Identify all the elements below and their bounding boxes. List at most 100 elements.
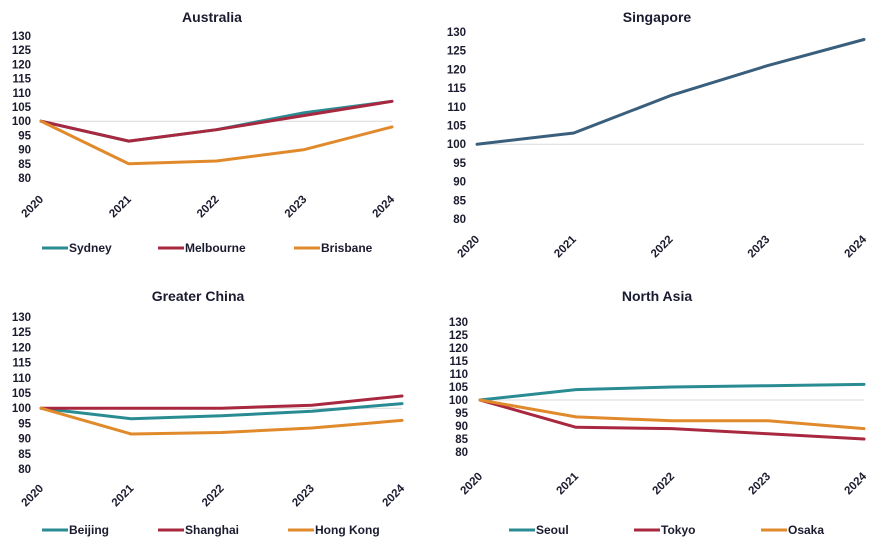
data-point xyxy=(669,94,672,97)
data-point xyxy=(39,407,43,410)
data-point xyxy=(766,419,770,422)
y-tick-label: 95 xyxy=(453,158,466,170)
x-tick-label: 2020 xyxy=(456,234,483,261)
x-tick-label: 2023 xyxy=(746,234,773,261)
legend-label: Tokyo xyxy=(661,523,695,537)
y-tick-label: 80 xyxy=(453,214,466,226)
data-point xyxy=(310,403,313,407)
data-point xyxy=(478,398,482,402)
y-tick-label: 120 xyxy=(12,59,31,71)
legend-label: Osaka xyxy=(788,523,824,537)
y-tick-label: 85 xyxy=(455,434,468,446)
data-point xyxy=(400,394,404,398)
y-tick-label: 120 xyxy=(449,343,468,355)
y-tick-label: 100 xyxy=(447,139,466,151)
x-tick-label: 2024 xyxy=(381,482,408,509)
y-tick-label: 105 xyxy=(12,388,32,400)
data-point xyxy=(574,415,578,419)
legend-label: Beijing xyxy=(69,523,109,537)
data-point xyxy=(862,427,866,430)
y-tick-label: 80 xyxy=(18,464,31,476)
data-point xyxy=(303,114,306,117)
x-tick-label: 2022 xyxy=(651,471,678,498)
y-tick-label: 115 xyxy=(447,83,466,95)
y-tick-label: 85 xyxy=(18,159,31,171)
series-line-series xyxy=(475,38,866,146)
chart-svg: Australia 130 125 120 115 110 105 100 95 90 85 80 20… xyxy=(12,9,398,255)
chart-title: Singapore xyxy=(623,9,692,25)
x-tick-label: 2021 xyxy=(107,193,134,220)
chart-svg: Greater China 130 125 120 115 110 105 100 95 90 85… xyxy=(12,288,408,537)
y-tick-label: 125 xyxy=(12,45,32,57)
data-point xyxy=(130,407,133,410)
y-tick-label: 120 xyxy=(12,342,31,354)
data-point xyxy=(310,410,313,413)
x-tick-label: 2021 xyxy=(110,482,137,509)
series-line-brisbane xyxy=(39,119,394,166)
y-tick-label: 110 xyxy=(12,373,31,385)
y-tick-label: 110 xyxy=(449,369,468,381)
data-point xyxy=(127,162,130,165)
y-tick-label: 85 xyxy=(18,449,31,461)
y-tick-label: 125 xyxy=(449,330,469,342)
data-point xyxy=(574,426,578,429)
x-tick-label: 2020 xyxy=(20,194,47,221)
x-tick-label: 2024 xyxy=(843,470,870,497)
data-point xyxy=(215,128,218,131)
y-tick-label: 125 xyxy=(447,46,467,58)
series-line-osaka xyxy=(478,398,866,431)
data-point xyxy=(390,125,394,129)
chart-svg: Singapore 130 125 120 115 110 105 100 95 90 85 80 20… xyxy=(447,9,870,261)
data-point xyxy=(220,414,223,417)
x-tick-label: 2024 xyxy=(843,233,870,260)
chart-title: North Asia xyxy=(622,288,692,304)
x-tick-label: 2020 xyxy=(20,483,47,510)
y-tick-label: 100 xyxy=(12,116,31,128)
series-line-hong-kong xyxy=(39,406,404,436)
data-point xyxy=(400,419,404,422)
x-tick-label: 2022 xyxy=(195,194,222,221)
legend-label: Sydney xyxy=(69,241,112,255)
y-tick-label: 90 xyxy=(455,421,468,433)
y-tick-label: 100 xyxy=(449,395,468,407)
y-tick-label: 85 xyxy=(453,195,466,207)
y-tick-label: 130 xyxy=(12,312,31,324)
chart-title: Australia xyxy=(182,9,242,25)
chart-panel-north-asia: North Asia 130 125 120 115 110 105 100 95 90 85 80 2… xyxy=(445,279,891,558)
data-point xyxy=(400,402,404,405)
y-tick-label: 115 xyxy=(12,74,31,86)
legend-label: Seoul xyxy=(536,523,569,537)
y-tick-label: 130 xyxy=(12,31,31,43)
data-point xyxy=(303,111,306,114)
x-tick-label: 2024 xyxy=(371,193,398,220)
data-point xyxy=(303,148,306,151)
y-tick-label: 115 xyxy=(12,358,31,370)
series-line-shanghai xyxy=(39,394,404,410)
data-point xyxy=(574,388,578,391)
x-tick-label: 2021 xyxy=(555,470,582,497)
data-point xyxy=(572,131,575,135)
data-point xyxy=(390,100,394,103)
y-tick-label: 95 xyxy=(18,130,31,142)
data-point xyxy=(670,385,674,389)
chart-title: Greater China xyxy=(152,288,245,304)
data-point xyxy=(130,417,133,421)
x-tick-label: 2023 xyxy=(283,194,310,221)
data-point xyxy=(862,38,866,41)
chart-panel-greater-china: Greater China 130 125 120 115 110 105 100 95 90 85… xyxy=(0,279,445,558)
y-tick-label: 80 xyxy=(455,447,468,459)
legend-label: Shanghai xyxy=(185,523,239,537)
data-point xyxy=(670,419,674,422)
data-point xyxy=(220,407,223,410)
data-point xyxy=(127,139,130,143)
y-tick-label: 130 xyxy=(449,317,468,329)
y-tick-label: 90 xyxy=(18,434,31,446)
x-tick-label: 2022 xyxy=(200,483,227,510)
y-tick-label: 110 xyxy=(447,102,466,114)
y-tick-label: 80 xyxy=(18,173,31,185)
data-point xyxy=(475,143,479,146)
legend-label: Melbourne xyxy=(185,241,246,255)
data-point xyxy=(862,383,866,386)
y-tick-label: 95 xyxy=(18,418,31,430)
